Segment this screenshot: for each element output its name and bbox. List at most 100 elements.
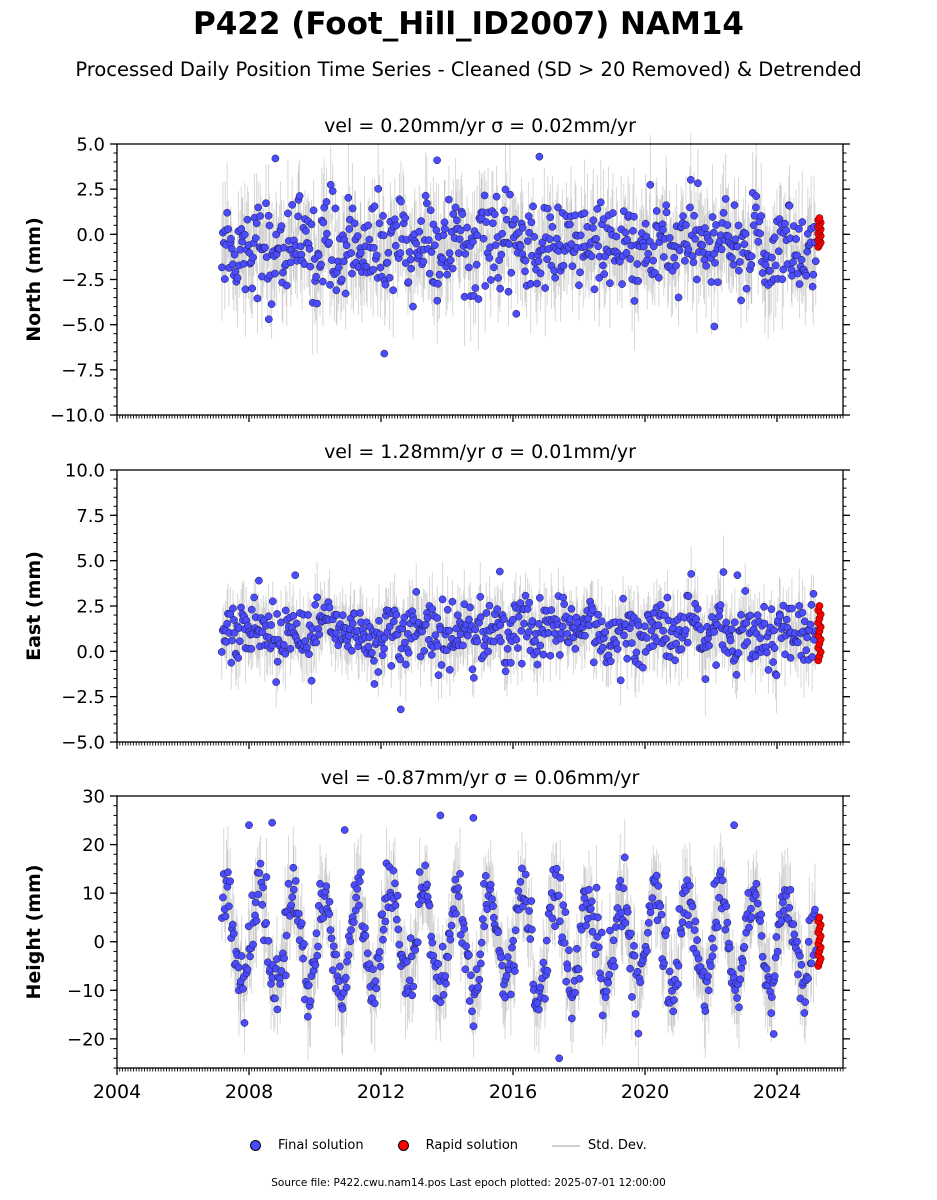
final-solution-point [221,912,230,921]
final-solution-point [256,212,264,220]
final-solution-point [272,678,280,686]
final-solution-point [472,965,481,974]
final-solution-point [556,917,564,926]
final-solution-point [573,944,581,953]
final-solution-point [568,262,577,271]
final-solution-point [441,224,449,233]
final-solution-point [385,273,394,282]
final-solution-point [708,952,717,961]
final-solution-point [347,926,355,934]
y-tick-label: 0.0 [76,225,105,246]
final-solution-point [453,216,461,225]
final-solution-point [438,254,447,263]
final-solution-point [627,929,635,938]
final-solution-point [767,605,776,614]
final-solution-point [322,198,331,206]
final-solution-point [551,922,559,931]
final-solution-point [497,953,505,962]
final-solution-point [369,265,377,274]
final-solution-point [262,873,271,881]
final-solution-point [809,589,818,598]
final-solution-point [786,654,795,662]
final-solution-point [391,901,400,910]
final-solution-point [623,654,632,663]
final-solution-point [402,660,410,669]
final-solution-point [223,208,232,217]
final-solution-point [539,650,548,659]
final-solution-point [468,237,477,246]
final-solution-point [660,959,668,968]
final-solution-point [623,235,631,244]
final-solution-point [503,953,512,961]
final-solution-point [525,598,534,607]
final-solution-point [630,951,639,960]
final-solution-point [623,908,632,916]
final-solution-point [571,645,580,653]
final-solution-point [468,665,477,674]
rapid-solution-points [814,214,825,251]
rapid-solution-point [815,913,824,922]
final-solution-point [769,1030,778,1038]
final-solution-point [498,961,506,970]
final-solution-point [745,923,753,932]
final-solution-point [379,935,387,944]
final-solution-point [462,942,471,951]
final-solution-point [801,998,810,1006]
final-solution-point [342,241,351,250]
final-solution-point [592,883,601,892]
final-solution-point [443,270,452,279]
final-solution-point [472,260,481,269]
final-solution-point [404,278,413,286]
final-solution-point [576,268,584,277]
final-solution-point [521,267,529,276]
final-solution-point [292,619,301,628]
final-solution-point [523,605,532,613]
final-solution-point [710,628,719,636]
final-solution-point [727,625,736,634]
final-solution-point [258,900,267,909]
final-solution-point [494,274,502,282]
final-solution-point [325,603,334,612]
final-solution-point [582,921,590,930]
final-solution-point [490,263,498,272]
y-tick-label: 5.0 [76,135,105,156]
final-solution-point [305,244,314,253]
final-solution-point [296,242,305,251]
final-solution-point [643,634,651,642]
final-solution-point [742,619,751,627]
final-solution-point [797,255,806,264]
final-solution-point [279,268,287,277]
final-solution-point [533,279,541,288]
final-solution-point [475,975,484,984]
final-solution-point [439,231,448,240]
final-solution-point [417,217,425,225]
final-solution-point [271,994,279,1003]
final-solution-point [626,255,634,263]
final-solution-point [452,909,460,918]
final-solution-point [541,994,549,1003]
final-solution-point [341,973,350,982]
final-solution-point [396,705,405,714]
final-solution-point [685,881,694,890]
final-solution-point [757,910,766,919]
final-solution-point [396,249,405,257]
final-solution-point [247,605,256,614]
final-solution-point [804,937,813,946]
final-solution-point [284,209,292,218]
final-solution-point [684,592,693,601]
final-solution-point [378,651,387,660]
final-solution-point [230,616,238,624]
final-solution-point [589,658,598,667]
final-solution-point [543,966,552,975]
final-solution-point [770,626,778,635]
final-solution-point [486,276,495,284]
final-solution-point [690,211,698,220]
final-solution-point [665,967,674,976]
final-solution-point [633,967,642,976]
final-solution-point [511,967,519,975]
final-solution-point [534,619,543,628]
final-solution-point [448,264,457,273]
final-solution-point [628,993,636,1001]
final-solution-point [648,894,657,902]
y-axis-label: North (mm) [23,217,45,342]
